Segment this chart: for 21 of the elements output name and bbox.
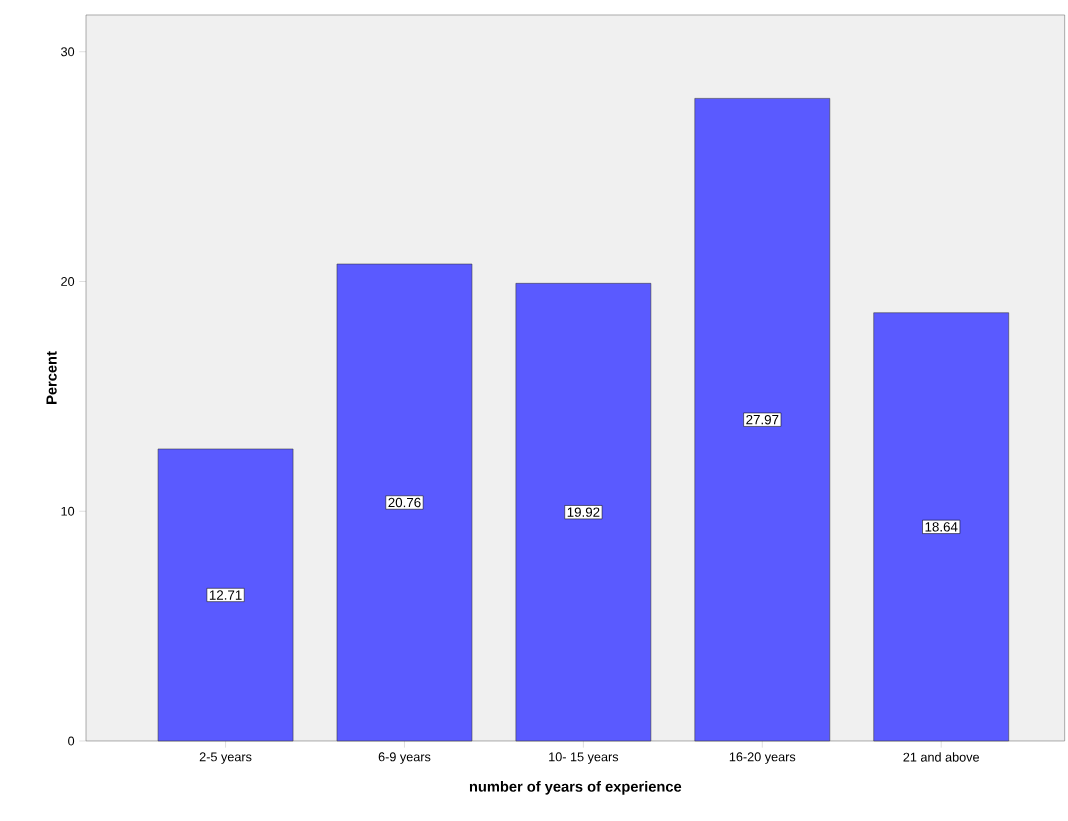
data-label: 19.92: [567, 507, 600, 517]
bar: [515, 283, 652, 742]
x-tick-label: 16-20 years: [729, 752, 796, 764]
data-label: 18.64: [925, 522, 958, 532]
data-label: 27.97: [746, 414, 779, 425]
x-axis-title: number of years of experience: [469, 780, 682, 795]
data-label: 20.76: [388, 497, 421, 508]
data-label: 12.71: [209, 590, 242, 600]
bar: [694, 98, 831, 742]
y-tick-label: 0: [68, 736, 75, 746]
bar: [157, 448, 294, 742]
x-tick-label: 6-9 years: [378, 752, 431, 764]
bar: [336, 263, 473, 742]
y-tick-label: 30: [61, 47, 75, 57]
x-tick-label: 21 and above: [903, 752, 980, 762]
x-tick-label: 10- 15 years: [549, 752, 619, 764]
y-tick-label: 10: [61, 506, 75, 516]
x-tick-label: 2-5 years: [199, 752, 252, 764]
y-tick-label: 20: [61, 277, 75, 286]
y-axis-title: Percent: [46, 351, 57, 404]
bar: [873, 312, 1009, 742]
